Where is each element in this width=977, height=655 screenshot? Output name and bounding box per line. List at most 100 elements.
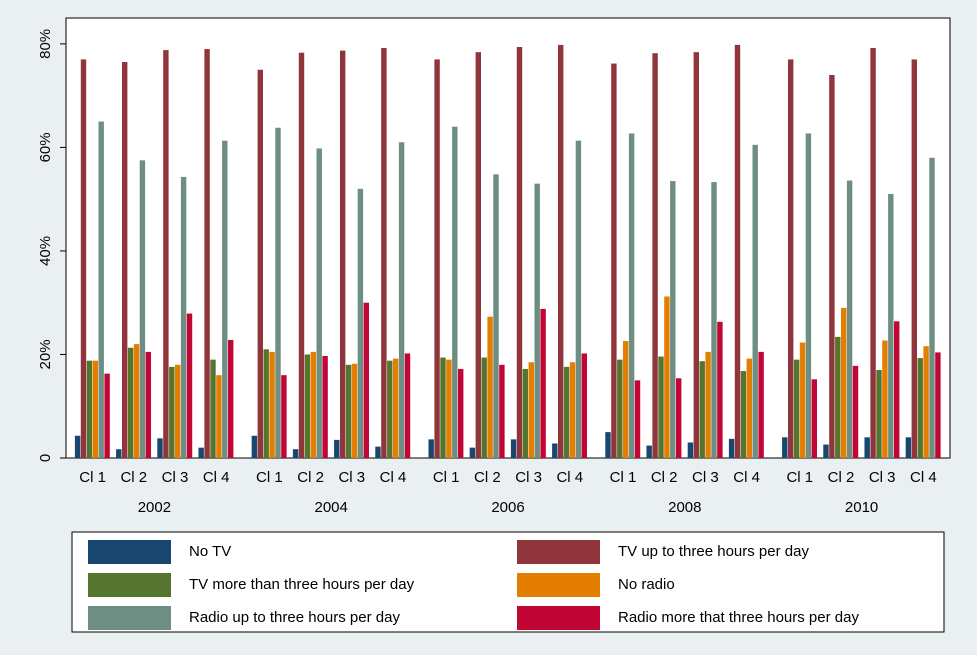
- bar: [905, 437, 912, 458]
- bar: [493, 174, 499, 458]
- x-tick-label: Cl 4: [203, 469, 230, 486]
- bar: [911, 59, 917, 458]
- bar: [186, 313, 193, 458]
- x-tick-label: Cl 4: [733, 469, 760, 486]
- bar: [617, 359, 623, 458]
- bar: [882, 340, 888, 458]
- legend-swatch: [517, 540, 600, 564]
- bar: [894, 321, 900, 458]
- x-tick-label: Cl 2: [651, 469, 678, 486]
- legend-label: Radio up to three hours per day: [189, 609, 400, 626]
- y-tick-label: 20%: [37, 339, 54, 369]
- bar: [163, 50, 169, 458]
- x-tick-label: Cl 2: [120, 469, 147, 486]
- bar: [846, 180, 853, 458]
- bar: [728, 438, 735, 458]
- bar: [676, 378, 682, 458]
- bar: [446, 359, 452, 458]
- bar: [316, 148, 322, 458]
- bar: [228, 339, 234, 458]
- bar: [782, 437, 788, 458]
- bar: [74, 435, 81, 458]
- bar: [611, 63, 617, 458]
- bar: [569, 362, 576, 458]
- bar: [528, 362, 535, 458]
- x-tick-label: Cl 4: [556, 469, 583, 486]
- x-tick-label: Cl 2: [828, 469, 855, 486]
- legend: [71, 531, 945, 633]
- bar: [345, 364, 352, 458]
- bar: [339, 50, 346, 459]
- plot-area: [65, 17, 951, 459]
- bar: [693, 52, 699, 459]
- bar: [251, 435, 258, 458]
- bar: [175, 364, 181, 458]
- bar: [398, 142, 405, 458]
- bar: [740, 371, 747, 458]
- bar: [198, 447, 204, 458]
- bar: [717, 321, 723, 458]
- bar: [811, 379, 818, 458]
- bar: [139, 160, 146, 458]
- x-tick-label: Cl 1: [786, 469, 813, 486]
- legend-swatch: [88, 606, 171, 630]
- group-label: 2002: [138, 499, 171, 516]
- bar: [475, 52, 481, 459]
- bar: [469, 447, 476, 458]
- x-tick-label: Cl 3: [515, 469, 542, 486]
- bar: [799, 342, 806, 458]
- x-tick-label: Cl 1: [433, 469, 460, 486]
- bar: [269, 351, 275, 458]
- bar: [452, 126, 458, 459]
- bar: [876, 370, 882, 458]
- bar: [888, 194, 894, 458]
- bar: [481, 357, 487, 458]
- bar: [646, 445, 652, 458]
- legend-label: Radio more that three hours per day: [618, 609, 859, 626]
- bar: [428, 439, 434, 458]
- bar: [522, 368, 529, 458]
- bar: [623, 341, 629, 458]
- bar: [169, 366, 175, 458]
- bar: [387, 360, 393, 458]
- x-tick-label: Cl 2: [474, 469, 501, 486]
- bar: [670, 181, 676, 458]
- bar: [275, 127, 281, 458]
- x-tick-label: Cl 4: [380, 469, 407, 486]
- bar: [864, 437, 870, 458]
- bar: [752, 144, 758, 458]
- bar: [334, 439, 340, 458]
- bar: [711, 182, 717, 458]
- bar: [363, 302, 370, 458]
- bar: [499, 364, 505, 458]
- group-label: 2004: [315, 499, 348, 516]
- bar: [104, 373, 110, 458]
- bar: [552, 443, 558, 458]
- bar: [86, 360, 93, 458]
- bar: [805, 133, 812, 458]
- bar: [705, 351, 711, 458]
- y-tick-label: 60%: [37, 132, 54, 162]
- bar: [357, 188, 364, 458]
- bar: [581, 353, 588, 458]
- legend-label: No TV: [189, 543, 231, 560]
- bar: [257, 69, 263, 458]
- bar: [758, 351, 764, 458]
- bar: [664, 296, 670, 458]
- bar: [180, 176, 187, 458]
- legend-label: No radio: [618, 576, 675, 593]
- y-tick-label: 0: [37, 454, 54, 462]
- bar: [923, 346, 929, 458]
- bar: [917, 358, 923, 458]
- bar: [133, 344, 140, 458]
- bar: [852, 365, 859, 458]
- x-tick-label: Cl 3: [338, 469, 365, 486]
- bar: [835, 336, 841, 458]
- bar: [510, 439, 517, 458]
- bar: [157, 438, 163, 458]
- bar: [404, 353, 411, 458]
- bar: [222, 140, 228, 458]
- bar: [516, 46, 523, 459]
